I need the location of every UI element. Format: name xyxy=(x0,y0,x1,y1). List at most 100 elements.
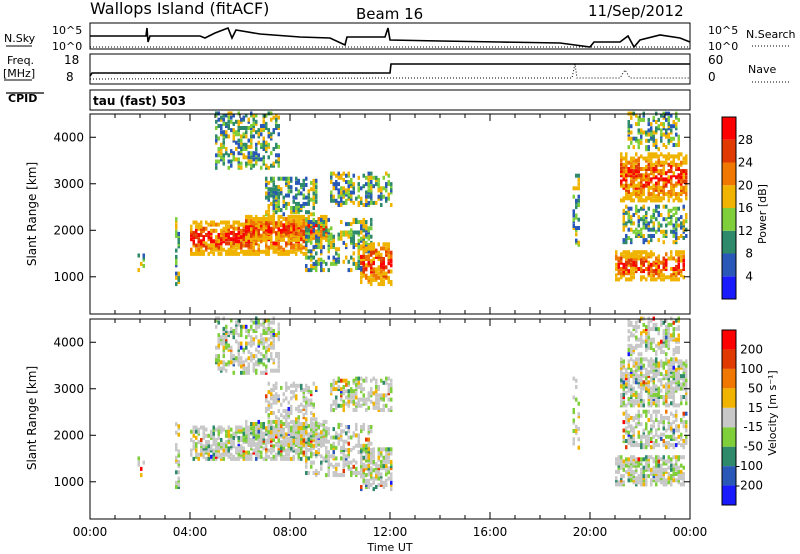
velocity-cell xyxy=(337,473,340,478)
velocity-cell xyxy=(225,329,228,333)
velocity-cell xyxy=(345,462,348,467)
power-cell xyxy=(635,262,638,267)
velocity-cell xyxy=(352,378,355,383)
velocity-cell xyxy=(632,392,635,397)
velocity-cell xyxy=(625,420,628,425)
power-cell xyxy=(627,277,630,282)
velocity-cell xyxy=(195,425,198,430)
power-cell xyxy=(357,182,360,187)
velocity-cell xyxy=(302,392,305,397)
power-cell xyxy=(267,193,270,198)
velocity-cell xyxy=(640,474,643,479)
velocity-cell xyxy=(222,362,225,367)
power-cell xyxy=(627,215,630,220)
velocity-cell xyxy=(250,324,253,329)
power-cell xyxy=(370,282,373,287)
velocity-cell xyxy=(322,439,325,444)
power-cell xyxy=(310,240,313,245)
velocity-cell xyxy=(212,425,215,430)
power-cell xyxy=(332,234,335,239)
velocity-cell xyxy=(655,327,658,332)
velocity-cell xyxy=(642,322,645,327)
power-cell xyxy=(340,173,343,178)
power-cell xyxy=(290,189,293,194)
power-cell xyxy=(310,212,313,217)
power-cell xyxy=(645,198,648,203)
velocity-cell xyxy=(295,419,298,424)
velocity-cell xyxy=(625,390,628,395)
power-cell xyxy=(275,159,278,164)
velocity-cell xyxy=(390,405,393,410)
velocity-cell xyxy=(220,456,223,461)
power-cell xyxy=(240,237,243,242)
power-cell xyxy=(285,231,288,236)
velocity-cell xyxy=(295,424,298,429)
velocity-cell xyxy=(332,454,335,459)
velocity-cell xyxy=(242,427,245,432)
power-cell xyxy=(672,120,675,124)
velocity-cell xyxy=(375,464,378,469)
velocity-cell xyxy=(642,403,645,408)
power-cell xyxy=(215,239,218,244)
power-cell xyxy=(635,231,638,236)
velocity-cell xyxy=(287,446,290,451)
power-cell xyxy=(657,260,660,265)
velocity-cell xyxy=(242,347,245,352)
velocity-cell xyxy=(637,343,640,348)
power-cell xyxy=(377,275,380,280)
velocity-cell xyxy=(217,448,220,453)
power-cell xyxy=(200,243,203,248)
power-cell xyxy=(360,266,363,270)
power-cell xyxy=(630,238,633,243)
velocity-cell xyxy=(657,399,660,404)
velocity-cell xyxy=(650,426,653,431)
velocity-cell xyxy=(635,357,638,362)
velocity-cell xyxy=(347,466,350,471)
velocity-cell xyxy=(325,456,328,461)
power-cell xyxy=(675,206,678,211)
velocity-cell xyxy=(667,457,670,462)
power-cell xyxy=(642,256,645,261)
power-cell xyxy=(685,158,688,163)
velocity-cell xyxy=(385,449,388,454)
velocity-cell xyxy=(262,362,265,367)
velocity-cell xyxy=(672,388,675,393)
power-cell xyxy=(325,235,328,240)
power-cell xyxy=(572,194,575,199)
velocity-cell xyxy=(272,444,275,449)
velocity-cell xyxy=(215,324,218,329)
power-cell xyxy=(237,161,240,166)
velocity-cell xyxy=(372,405,375,410)
velocity-cell xyxy=(652,339,655,344)
velocity-cell xyxy=(230,326,233,331)
power-cell xyxy=(665,264,668,269)
power-cell xyxy=(227,220,230,225)
velocity-cell xyxy=(342,439,345,444)
power-cell xyxy=(642,221,645,226)
power-cell xyxy=(265,243,268,248)
power-cell xyxy=(330,226,333,231)
power-cell xyxy=(347,171,350,176)
power-cell xyxy=(377,188,380,193)
power-cell xyxy=(282,231,285,236)
velocity-cell xyxy=(662,397,665,402)
power-cell xyxy=(647,194,650,199)
velocity-cell xyxy=(252,424,255,429)
power-cell xyxy=(682,236,685,240)
power-cell xyxy=(237,245,240,250)
velocity-cell xyxy=(345,456,348,461)
velocity-cell xyxy=(372,401,375,406)
power-cell xyxy=(652,192,655,197)
power-cell xyxy=(625,221,628,226)
power-cell xyxy=(362,238,365,243)
velocity-cell xyxy=(377,405,380,410)
power-cell xyxy=(575,238,578,243)
velocity-cell xyxy=(362,468,365,473)
velocity-cell xyxy=(245,358,248,363)
power-cell xyxy=(685,154,688,159)
power-cell xyxy=(175,263,178,268)
power-cell xyxy=(665,177,668,182)
power-cell xyxy=(265,237,268,242)
power-cell xyxy=(620,167,623,171)
velocity-cell xyxy=(292,448,295,453)
